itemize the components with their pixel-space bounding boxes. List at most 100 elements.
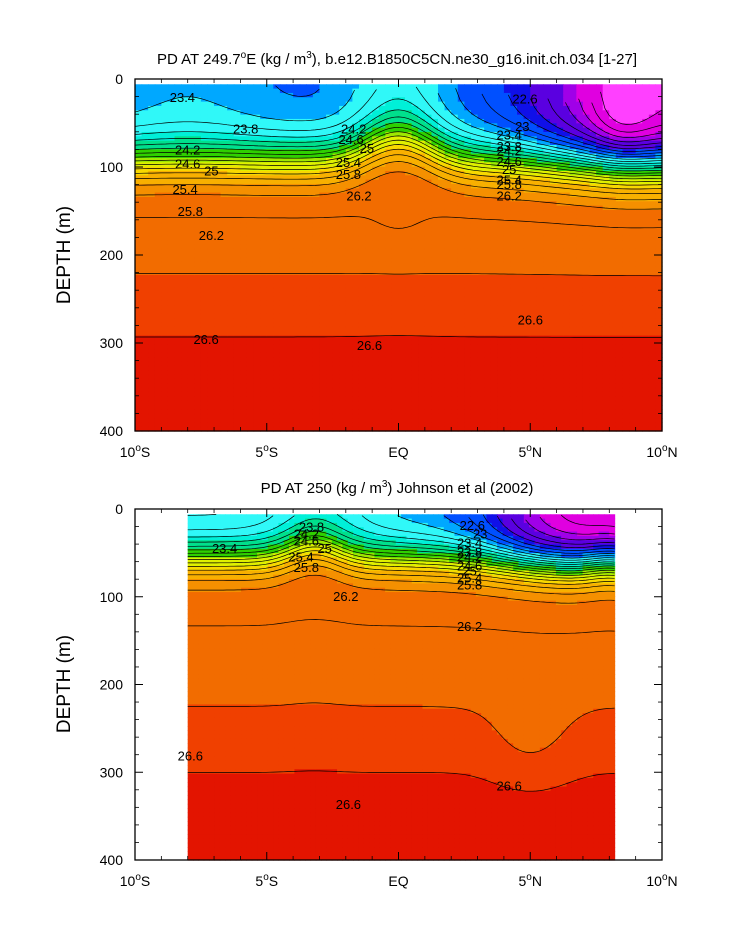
field-cell — [523, 405, 531, 410]
field-cell — [543, 131, 551, 137]
field-cell — [385, 123, 393, 129]
field-cell — [306, 348, 314, 354]
field-cell — [444, 339, 452, 345]
field-cell — [517, 387, 525, 393]
field-cell — [220, 235, 228, 241]
field-cell — [405, 391, 413, 397]
field-cell — [424, 313, 433, 319]
field-cell — [424, 244, 433, 250]
field-cell — [391, 335, 400, 341]
field-cell — [484, 118, 492, 124]
field-cell — [339, 183, 347, 189]
field-cell — [246, 348, 255, 354]
field-cell — [490, 283, 498, 289]
field-cell — [332, 266, 340, 272]
field-cell — [293, 352, 301, 358]
field-cell — [345, 339, 353, 345]
field-cell — [523, 127, 531, 133]
field-cell — [477, 348, 485, 354]
field-cell — [411, 396, 419, 402]
field-cell — [457, 205, 465, 211]
field-cell — [181, 235, 189, 241]
field-cell — [141, 110, 149, 116]
field-cell — [391, 149, 400, 155]
field-cell — [372, 405, 380, 410]
field-cell — [484, 261, 492, 267]
field-cell — [135, 175, 143, 181]
field-cell — [536, 140, 545, 146]
field-cell — [457, 84, 465, 90]
field-cell — [418, 166, 426, 172]
field-cell — [385, 136, 393, 142]
field-cell — [398, 387, 406, 393]
field-cell — [279, 131, 288, 137]
field-cell — [299, 227, 307, 233]
field-cell — [207, 166, 215, 172]
field-cell — [523, 426, 531, 432]
field-cell — [543, 136, 551, 142]
field-cell — [378, 396, 386, 402]
field-cell — [517, 123, 525, 129]
field-cell — [431, 175, 439, 181]
field-cell — [398, 383, 406, 389]
field-cell — [510, 88, 518, 94]
field-cell — [306, 365, 314, 371]
field-cell — [470, 114, 479, 120]
field-cell — [233, 383, 241, 389]
field-cell — [273, 387, 281, 393]
field-cell — [530, 179, 538, 185]
field-cell — [405, 214, 413, 220]
field-cell — [398, 118, 406, 124]
field-cell — [365, 179, 373, 185]
field-cell — [286, 136, 294, 142]
field-cell — [431, 92, 439, 98]
density-field — [135, 84, 663, 432]
field-cell — [240, 279, 248, 285]
field-cell — [266, 405, 274, 410]
field-cell — [345, 413, 353, 419]
field-cell — [503, 118, 512, 124]
field-cell — [260, 105, 268, 111]
field-cell — [326, 101, 334, 107]
field-cell — [424, 422, 433, 428]
field-cell — [319, 188, 327, 194]
field-cell — [503, 391, 512, 397]
field-cell — [477, 149, 485, 155]
field-cell — [405, 318, 413, 324]
field-cell — [273, 188, 281, 194]
field-cell — [431, 313, 439, 319]
field-cell — [299, 274, 307, 280]
field-cell — [253, 179, 261, 185]
field-cell — [326, 378, 334, 384]
field-cell — [220, 305, 228, 311]
field-cell — [510, 253, 518, 259]
field-cell — [352, 201, 360, 207]
field-cell — [424, 352, 433, 358]
field-cell — [167, 209, 176, 215]
field-cell — [510, 374, 518, 380]
field-cell — [194, 413, 202, 419]
field-cell — [391, 153, 400, 159]
field-cell — [207, 409, 215, 415]
field-cell — [418, 344, 426, 350]
field-cell — [148, 409, 156, 415]
field-cell — [365, 422, 373, 428]
field-cell — [438, 313, 446, 319]
field-cell — [530, 114, 538, 120]
field-cell — [365, 270, 373, 276]
field-cell — [253, 266, 261, 272]
field-cell — [240, 331, 248, 337]
field-cell — [306, 188, 314, 194]
field-cell — [477, 387, 485, 393]
field-cell — [220, 253, 228, 259]
field-cell — [490, 88, 498, 94]
field-cell — [385, 205, 393, 211]
field-cell — [497, 287, 505, 293]
field-cell — [411, 370, 419, 376]
field-cell — [332, 344, 340, 350]
field-cell — [181, 136, 189, 142]
field-cell — [312, 240, 321, 246]
field-cell — [161, 183, 169, 189]
field-cell — [154, 374, 162, 380]
field-cell — [240, 257, 248, 263]
